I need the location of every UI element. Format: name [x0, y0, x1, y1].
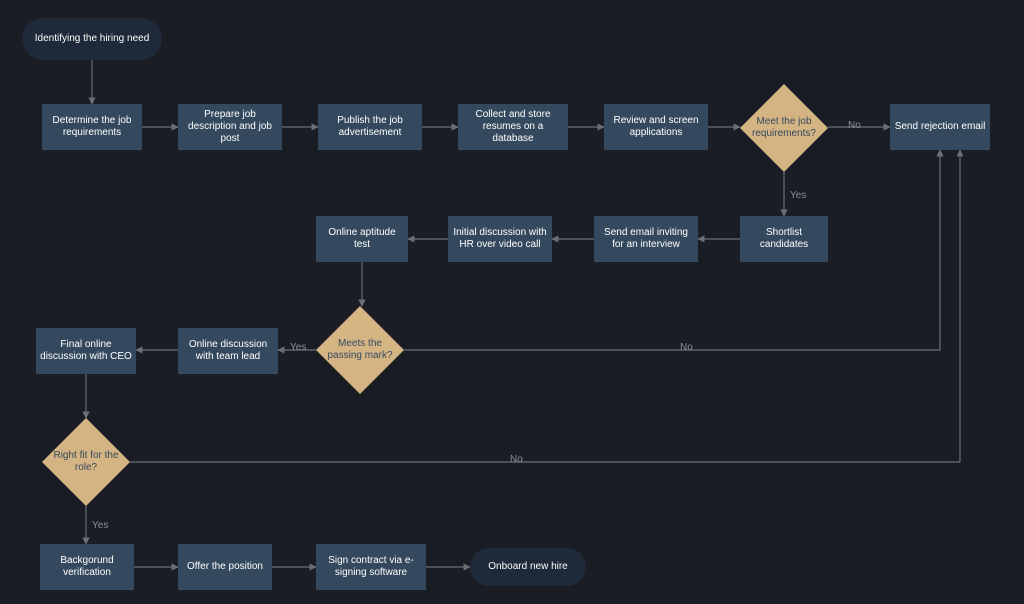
node-teamlead: Online discussion with team lead [178, 328, 278, 374]
edge-label-meetreq-shortlist: Yes [790, 190, 806, 201]
node-prep: Prepare job description and job post [178, 104, 282, 150]
edge-label-rightfit-reject: No [510, 454, 523, 465]
edge-rightfit-reject [130, 150, 960, 462]
edge-label-passmark-reject: No [680, 342, 693, 353]
node-reject: Send rejection email [890, 104, 990, 150]
node-end: Onboard new hire [470, 548, 586, 586]
node-rightfit: Right fit for the role? [42, 418, 130, 506]
node-start: Identifying the hiring need [22, 18, 162, 60]
node-det: Determine the job requirements [42, 104, 142, 150]
node-review: Review and screen applications [604, 104, 708, 150]
node-passmark: Meets the passing mark? [316, 306, 404, 394]
node-label: Right fit for the role? [46, 450, 126, 474]
edge-label-rightfit-bgcheck: Yes [92, 520, 108, 531]
node-ceo: Final online discussion with CEO [36, 328, 136, 374]
node-shortlist: Shortlist candidates [740, 216, 828, 262]
node-pub: Publish the job advertisement [318, 104, 422, 150]
node-aptitude: Online aptitude test [316, 216, 408, 262]
node-label: Meets the passing mark? [320, 338, 400, 362]
node-offer: Offer the position [178, 544, 272, 590]
node-label: Meet the job requirements? [744, 116, 824, 140]
node-sendemail: Send email inviting for an interview [594, 216, 698, 262]
node-bgcheck: Backgorund verification [40, 544, 134, 590]
node-sign: Sign contract via e-signing software [316, 544, 426, 590]
node-initdisc: Initial discussion with HR over video ca… [448, 216, 552, 262]
edge-label-meetreq-reject: No [848, 120, 861, 131]
node-collect: Collect and store resumes on a database [458, 104, 568, 150]
edge-label-passmark-teamlead: Yes [290, 342, 306, 353]
node-meetreq: Meet the job requirements? [740, 84, 828, 172]
